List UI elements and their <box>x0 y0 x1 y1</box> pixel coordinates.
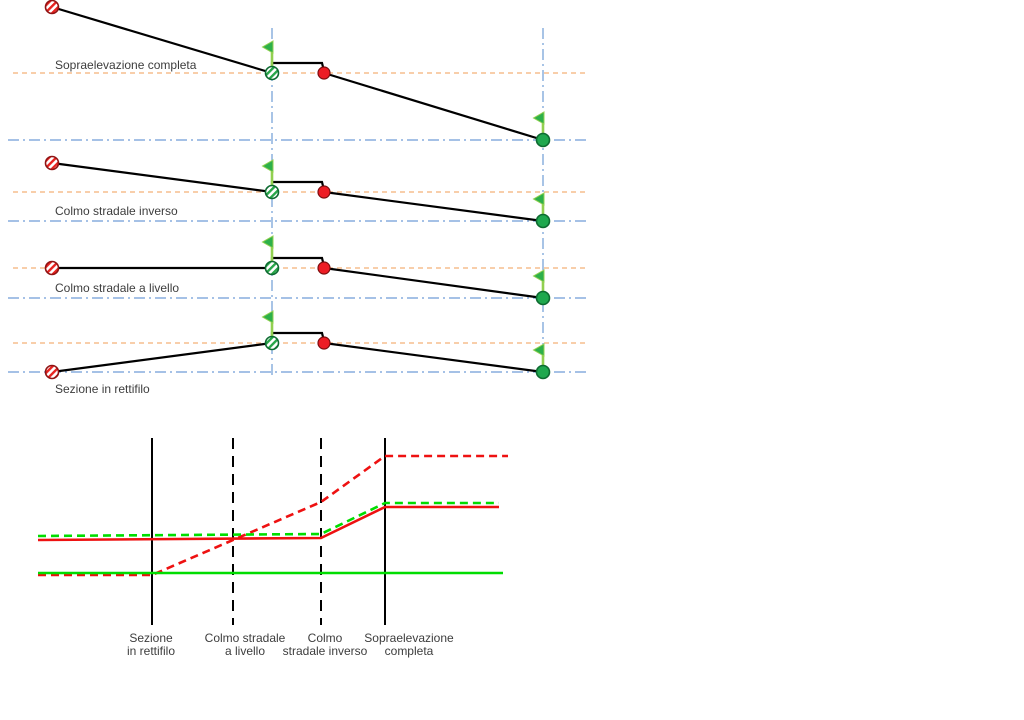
flag-icon <box>532 192 545 206</box>
station-label-line: a livello <box>224 644 266 658</box>
right-edge-marker-green <box>535 364 551 380</box>
road-left-edge-line <box>51 341 273 374</box>
station-label-sezione-in-rettifilo: Sezione in rettifilo <box>127 632 175 658</box>
station-label-line: stradale inverso <box>282 644 368 658</box>
median-marker-red-dot <box>317 66 331 80</box>
station-label-line: Sopraelevazione <box>364 631 454 645</box>
median-step-line <box>270 331 326 342</box>
flag-icon <box>532 269 545 283</box>
station-label-line: Colmo <box>307 631 343 645</box>
series-red-dashed-edge <box>38 454 508 577</box>
flag-icon <box>261 40 274 54</box>
median-marker-red-dot <box>317 336 331 350</box>
left-edge-marker-hatched-red <box>44 364 60 380</box>
section-label-sopraelevazione-completa: Sopraelevazione completa <box>55 58 197 72</box>
median-step-line <box>270 61 326 72</box>
left-edge-marker-hatched-red <box>44 0 60 15</box>
road-right-edge-line <box>323 190 544 223</box>
section-label-colmo-stradale-inverso: Colmo stradale inverso <box>55 204 178 218</box>
station-label-sopraelevazione-completa: Sopraelevazione completa <box>364 632 453 658</box>
right-edge-marker-green <box>535 132 551 148</box>
series-red-solid-edge <box>37 505 499 542</box>
median-marker-red-dot <box>317 261 331 275</box>
center-marker-hatched-green <box>264 335 280 351</box>
station-label-line: Sezione <box>129 631 173 645</box>
station-label-colmo-stradale-inverso: Colmo stradale inverso <box>283 632 368 658</box>
series-green-dashed-edge <box>37 501 499 538</box>
flag-icon <box>532 343 545 357</box>
road-right-edge-line <box>323 341 544 374</box>
left-edge-marker-hatched-red <box>44 260 60 276</box>
left-edge-marker-hatched-red <box>44 155 60 171</box>
median-marker-red-dot <box>317 185 331 199</box>
center-marker-hatched-green <box>264 184 280 200</box>
center-marker-hatched-green <box>264 260 280 276</box>
station-label-colmo-stradale-a-livello: Colmo stradale a livello <box>205 632 286 658</box>
road-left-edge-line <box>51 161 273 194</box>
flag-icon <box>261 159 274 173</box>
flag-icon <box>261 235 274 249</box>
station-label-line: Colmo stradale <box>204 631 286 645</box>
right-edge-marker-green <box>535 213 551 229</box>
median-step-line <box>270 180 326 191</box>
station-label-line: completa <box>384 644 434 658</box>
station-label-line: in rettifilo <box>126 644 176 658</box>
section-label-colmo-stradale-a-livello: Colmo stradale a livello <box>55 281 180 295</box>
road-left-edge-line <box>51 5 273 75</box>
flag-icon <box>532 111 545 125</box>
road-right-edge-line <box>323 266 544 300</box>
section-label-sezione-in-rettifilo: Sezione in rettifilo <box>55 382 150 396</box>
median-step-line <box>270 256 326 267</box>
road-right-edge-line <box>323 71 544 142</box>
flag-icon <box>261 310 274 324</box>
right-edge-marker-green <box>535 290 551 306</box>
center-marker-hatched-green <box>264 65 280 81</box>
diagram-graphics <box>8 0 590 625</box>
